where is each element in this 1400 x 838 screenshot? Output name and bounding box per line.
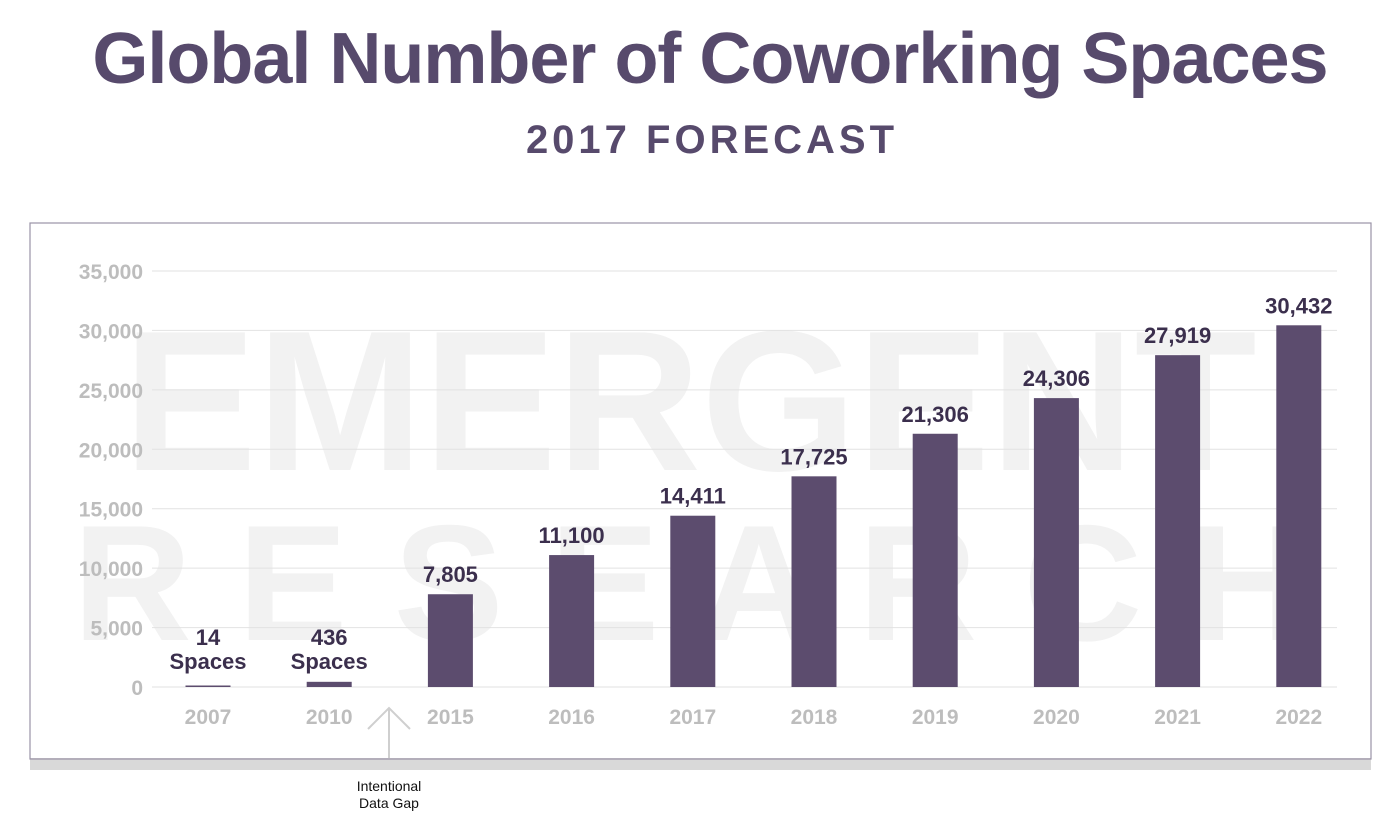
- y-tick-label: 5,000: [90, 618, 143, 641]
- x-tick-label: 2021: [1154, 706, 1201, 729]
- bar: [1276, 325, 1322, 687]
- x-tick-label: 2018: [791, 706, 838, 729]
- data-label: 7,805: [423, 562, 478, 587]
- x-tick-label: 2010: [306, 706, 353, 729]
- bars: [185, 325, 1322, 687]
- bar: [670, 515, 716, 687]
- chart-subtitle: 2017 FORECAST: [525, 118, 899, 162]
- y-axis-ticks: 0 5,000 10,000 15,000 20,000 25,000 30,000 35,0…: [79, 261, 143, 700]
- chart-frame: [29, 222, 1372, 760]
- y-tick-label: 15,000: [79, 499, 143, 522]
- data-label: 11,100: [539, 523, 605, 548]
- x-tick-label: 2019: [912, 706, 959, 729]
- chart-footer-band: [30, 758, 1371, 770]
- data-label: 21,306: [902, 402, 969, 427]
- data-label: 27,919: [1144, 323, 1211, 348]
- bar: [912, 433, 958, 687]
- data-label: 14,411: [660, 484, 726, 509]
- bar: [791, 476, 837, 687]
- x-tick-label: 2007: [185, 706, 232, 729]
- x-tick-label: 2022: [1275, 706, 1322, 729]
- y-tick-label: 0: [131, 677, 143, 700]
- bar: [549, 555, 595, 687]
- gap-arrow-icon: [367, 706, 411, 758]
- data-gap-note: Intentional Data Gap: [339, 778, 439, 812]
- y-tick-label: 25,000: [79, 380, 143, 403]
- data-label: 17,725: [780, 444, 847, 469]
- bar: [1033, 398, 1079, 687]
- data-label: 436 Spaces: [291, 625, 368, 674]
- y-tick-label: 20,000: [79, 439, 143, 462]
- x-axis-ticks: 2007 2010 2015 2016 2017 2018 2019 2020 2021 2022: [185, 706, 1323, 729]
- data-labels: 14 Spaces 436 Spaces 7,805 11,100 14,411 17,725…: [169, 293, 1332, 674]
- y-tick-label: 10,000: [79, 558, 143, 581]
- bar: [1155, 355, 1201, 687]
- bar: [306, 681, 352, 687]
- watermark-line1: EMERGENT: [123, 290, 1256, 513]
- data-label: 14 Spaces: [169, 625, 246, 674]
- bar: [185, 685, 231, 687]
- data-gap-note-line1: Intentional: [356, 778, 422, 794]
- y-tick-label: 30,000: [79, 320, 143, 343]
- x-tick-label: 2020: [1033, 706, 1080, 729]
- chart-title: Global Number of Coworking Spaces: [92, 19, 1328, 99]
- bar: [427, 594, 473, 687]
- x-tick-label: 2015: [427, 706, 474, 729]
- data-gap-note-line2: Data Gap: [359, 795, 419, 811]
- data-label: 24,306: [1023, 366, 1090, 391]
- x-tick-label: 2017: [669, 706, 716, 729]
- data-label: 30,432: [1265, 293, 1332, 318]
- x-tick-label: 2016: [548, 706, 595, 729]
- y-tick-label: 35,000: [79, 261, 143, 284]
